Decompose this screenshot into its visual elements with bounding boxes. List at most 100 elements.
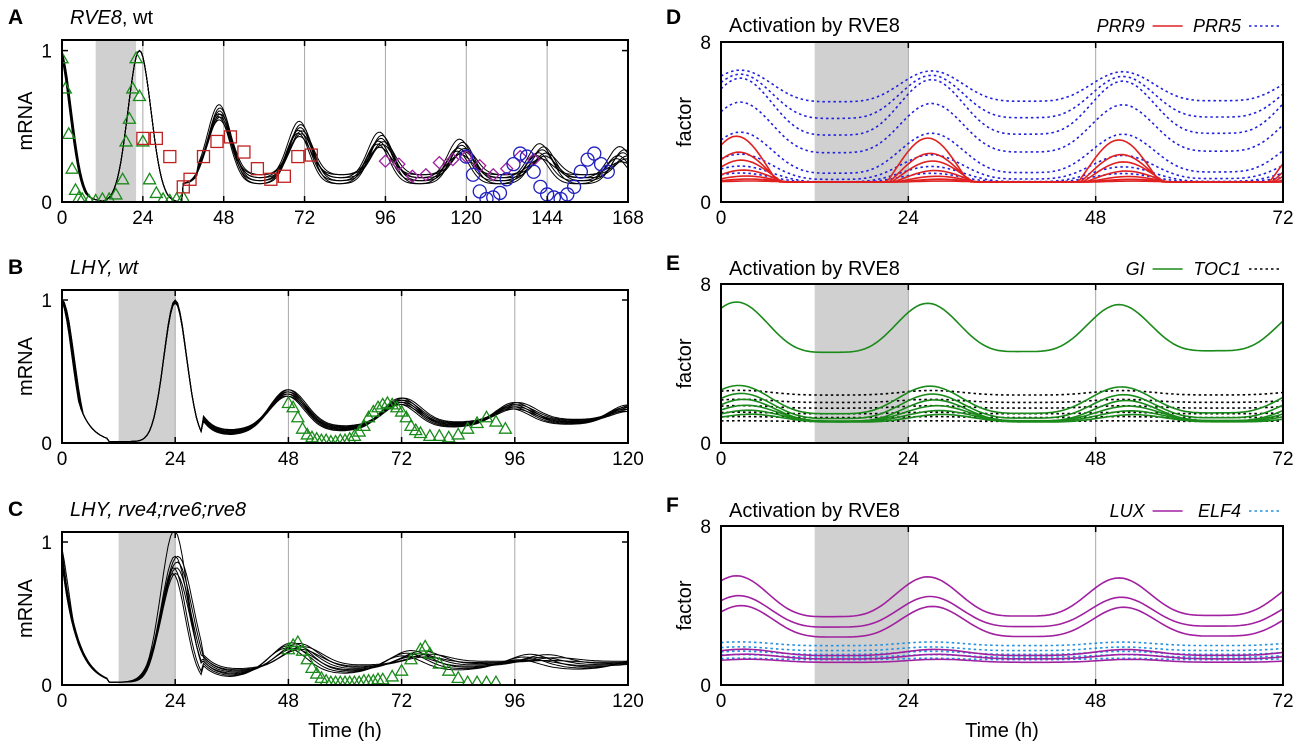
panel-title: LHY, rve4;rve6;rve8	[70, 499, 246, 521]
panel-title-gene: LHY	[70, 499, 111, 521]
triangle-marker	[132, 88, 147, 102]
triangle-marker	[370, 399, 386, 413]
triangle-marker	[361, 673, 376, 685]
marker-series-data_1	[281, 395, 513, 443]
triangle-marker	[413, 425, 428, 439]
y-axis-label: mRNA	[15, 578, 37, 638]
square-marker	[149, 131, 163, 146]
circle-marker	[526, 164, 541, 179]
plot-area	[721, 574, 1283, 664]
y-tick-label: 0	[700, 676, 711, 697]
x-tick-label: 72	[1272, 691, 1293, 712]
dotted-series-curve	[721, 657, 1283, 661]
y-tick-label: 0	[41, 676, 52, 697]
dotted-series-curve	[721, 650, 1283, 656]
solid-series-curve	[721, 392, 1283, 420]
triangle-marker	[142, 171, 157, 185]
panel-e: 0 24 48 72 0 8 factor E Activation by RVE8 TOC1 GI	[666, 252, 1294, 470]
triangle-marker	[128, 50, 144, 64]
triangle-marker	[471, 674, 483, 685]
triangle-marker	[290, 409, 305, 423]
triangle-marker	[403, 651, 419, 665]
circle-marker	[479, 191, 494, 202]
circle-marker	[600, 164, 615, 179]
circle-marker	[513, 146, 528, 161]
x-tick-label: 24	[898, 691, 920, 712]
y-tick-label: 1	[41, 533, 52, 554]
y-axis-label: factor	[674, 580, 696, 630]
dotted-series-curve	[721, 398, 1283, 404]
diamond-marker	[472, 158, 487, 173]
x-tick-label: 48	[1085, 691, 1106, 712]
legend-label: ELF4	[1198, 501, 1241, 521]
x-tick-label: 48	[1085, 449, 1106, 470]
axes-frame	[720, 283, 1284, 444]
panel-title-gene: LHY	[70, 257, 111, 279]
triangle-marker	[334, 432, 347, 443]
y-axis-label: mRNA	[15, 336, 37, 396]
panel-f: 0 24 48 72 0 8 factor Time (h) F Activation by RV…	[666, 494, 1294, 742]
triangle-marker	[295, 643, 310, 656]
solid-series-curve	[721, 384, 1283, 415]
triangle-marker	[118, 134, 134, 147]
panel-title-condition: , rve4;rve6;rve8	[107, 499, 246, 521]
marker-series-data_1	[62, 50, 191, 202]
triangle-marker	[461, 674, 474, 685]
triangle-marker	[490, 674, 502, 685]
triangle-marker	[356, 418, 371, 431]
circle-marker	[465, 167, 481, 182]
model-curve	[62, 49, 628, 202]
x-axis-label: Time (h)	[965, 720, 1039, 742]
panel-c: 0 24 48 72 96 120 0 1 mRNA Time (h) C LHY, rve4;rve…	[8, 498, 644, 742]
panel-title-condition: , wt	[107, 257, 140, 279]
triangle-marker	[413, 641, 428, 655]
triangle-marker	[304, 660, 320, 673]
model-curve	[62, 299, 628, 443]
x-axis-label: Time (h)	[308, 720, 382, 742]
panel-letter: D	[666, 6, 681, 29]
marker-series-data_1	[281, 634, 502, 685]
x-tick-label: 0	[57, 449, 68, 470]
triangle-marker	[300, 651, 315, 665]
triangle-marker	[389, 399, 405, 413]
triangle-marker	[403, 418, 419, 431]
y-axis-label: mRNA	[15, 91, 37, 151]
model-curve	[62, 532, 628, 683]
x-tick-label: 168	[612, 208, 644, 229]
diamond-marker	[405, 169, 420, 184]
triangle-marker	[343, 431, 357, 443]
triangle-marker	[451, 670, 466, 684]
dotted-series-curve	[721, 101, 1283, 154]
panel-title-condition: , wt	[122, 7, 154, 29]
square-marker	[264, 172, 278, 186]
legend-label: PRR5	[1193, 16, 1242, 36]
panel-d: 0 24 48 72 0 8 factor D Activation by RVE8 PRR5 PR…	[666, 6, 1294, 229]
legend-label: GI	[1126, 259, 1145, 279]
dotted-series-curve	[721, 73, 1283, 120]
triangle-marker	[441, 663, 456, 676]
circle-marker	[472, 184, 487, 199]
dotted-series-curve	[721, 69, 1283, 103]
triangle-marker	[68, 182, 83, 196]
panel-title: RVE8, wt	[70, 7, 153, 29]
triangle-marker	[62, 126, 76, 140]
diamond-marker	[486, 167, 501, 182]
solid-series-curve	[721, 648, 1283, 657]
x-tick-label: 48	[278, 691, 299, 712]
solid-series-curve	[721, 180, 1283, 183]
x-tick-label: 0	[716, 449, 727, 470]
y-tick-label: 8	[700, 275, 711, 296]
legend-label: TOC1	[1193, 259, 1241, 279]
x-tick-label: 96	[375, 208, 396, 229]
y-tick-label: 1	[41, 291, 52, 312]
panel-b: 0 24 48 72 96 120 0 1 mRNA B LHY, wt	[8, 256, 644, 470]
triangle-marker	[343, 674, 356, 685]
axes-frame	[61, 39, 629, 203]
triangle-marker	[348, 674, 361, 685]
dotted-series-curve	[721, 645, 1283, 652]
marker-series-data_4	[459, 146, 615, 202]
x-tick-label: 72	[1272, 208, 1293, 229]
triangle-marker	[432, 428, 447, 442]
panel-title: Activation by RVE8	[729, 500, 900, 522]
triangle-marker	[488, 414, 504, 427]
